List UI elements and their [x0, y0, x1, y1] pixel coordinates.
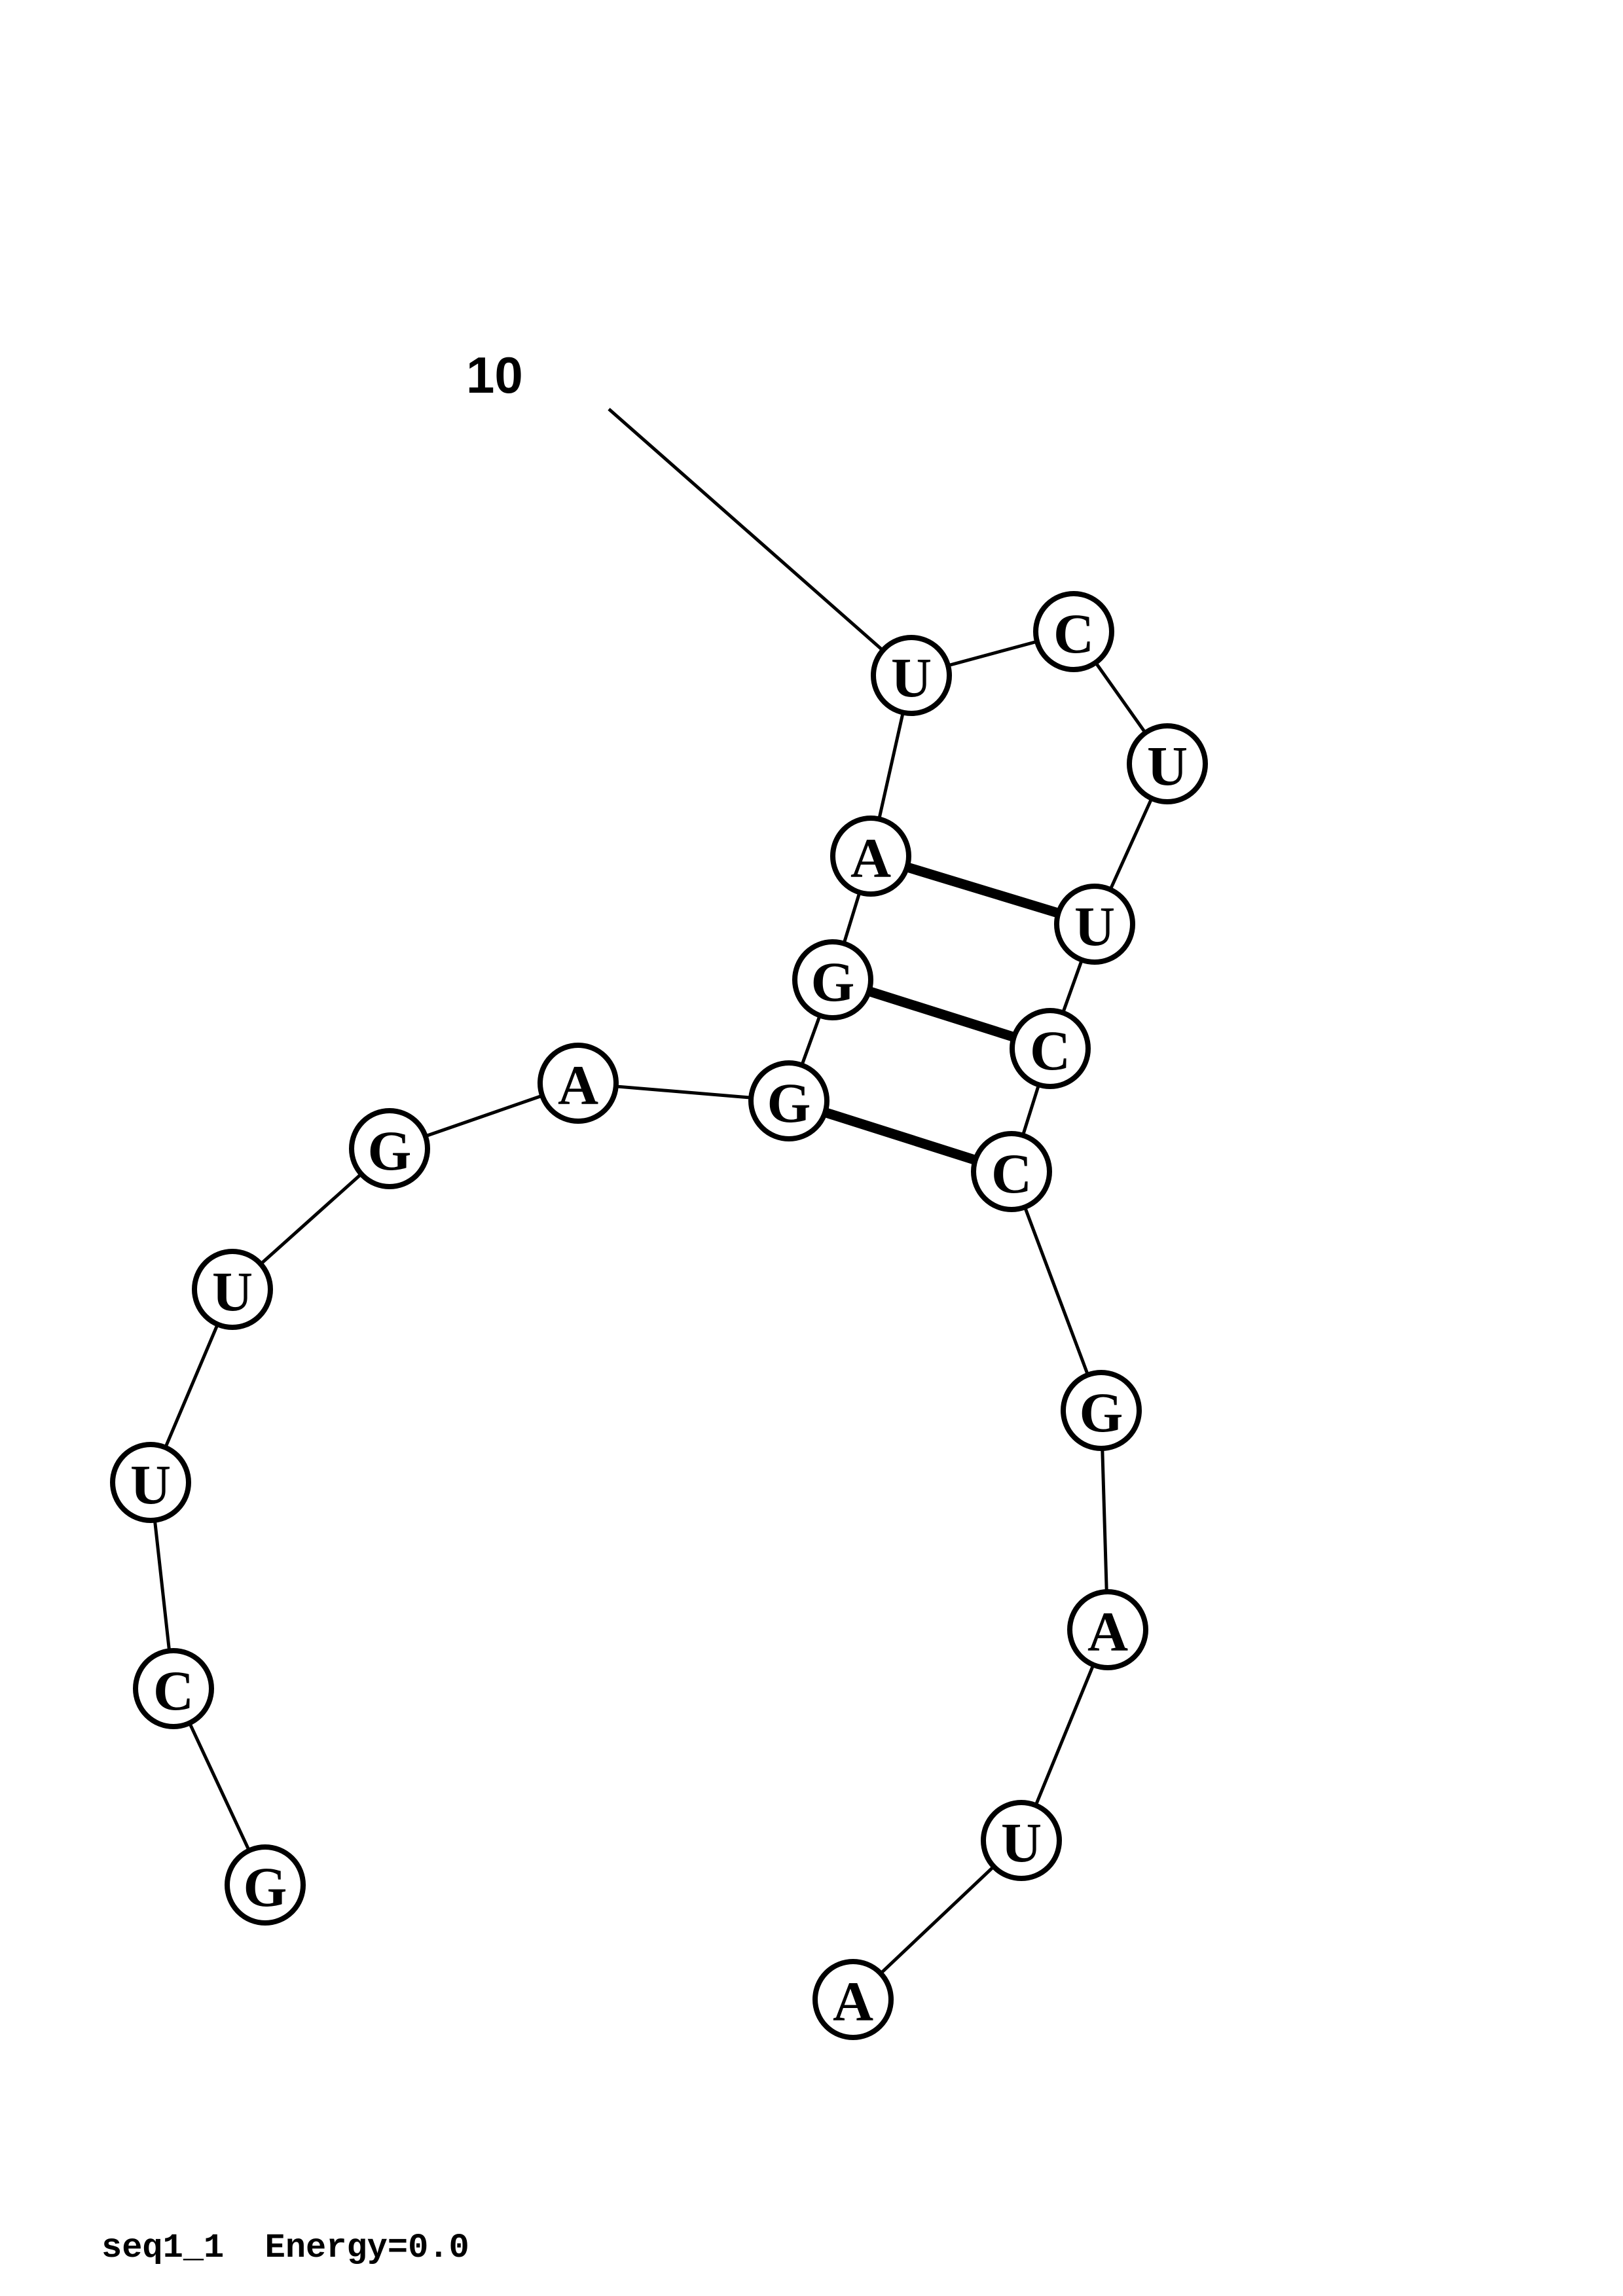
backbone-link-3-4	[163, 1322, 220, 1450]
base-node-16-G[interactable]: G	[1061, 1370, 1142, 1451]
base-node-13-U[interactable]: U	[1054, 884, 1135, 965]
base-circle-13	[1054, 884, 1135, 965]
base-letter-3: U	[130, 1453, 171, 1516]
backbone-link-17-18	[1033, 1662, 1096, 1808]
base-circle-2	[133, 1648, 214, 1729]
base-letter-12: U	[1147, 734, 1188, 797]
base-letter-1: G	[244, 1856, 287, 1918]
base-letter-2: C	[153, 1659, 194, 1722]
base-circle-10	[871, 635, 952, 716]
base-letter-16: G	[1080, 1381, 1123, 1444]
base-circle-9	[830, 816, 911, 897]
backbone-link-16-17	[1101, 1446, 1108, 1594]
base-letter-9: A	[850, 827, 891, 889]
base-node-7-G[interactable]: G	[748, 1060, 830, 1141]
backbone-link-12-13	[1108, 796, 1154, 892]
base-circle-11	[1033, 591, 1114, 672]
backbone-link-10-11	[946, 639, 1039, 668]
base-letter-6: A	[558, 1054, 598, 1117]
base-letter-8: G	[811, 950, 855, 1013]
base-node-2-C[interactable]: C	[133, 1648, 214, 1729]
base-circle-7	[748, 1060, 830, 1141]
base-letter-14: C	[1030, 1019, 1070, 1082]
base-circle-15	[971, 1131, 1052, 1212]
index-leader-layer	[608, 408, 885, 653]
base-letter-15: C	[991, 1142, 1032, 1205]
base-letter-17: A	[1087, 1600, 1128, 1663]
backbone-layer	[153, 639, 1154, 1976]
base-node-4-U[interactable]: U	[192, 1249, 273, 1330]
backbone-link-1-2	[187, 1721, 251, 1853]
base-circle-19	[812, 1959, 894, 2040]
base-circle-8	[792, 939, 873, 1020]
backbone-link-7-8	[799, 1013, 822, 1067]
base-circle-16	[1061, 1370, 1142, 1451]
structure-caption: seq1_1 Energy=0.0	[101, 2229, 469, 2267]
backbone-link-13-14	[1061, 958, 1084, 1015]
base-node-1-G[interactable]: G	[225, 1844, 306, 1926]
backbone-link-5-6	[424, 1094, 544, 1138]
index-label-10: 10	[466, 346, 523, 404]
backbone-link-15-16	[1023, 1205, 1090, 1377]
backbone-link-4-5	[259, 1172, 363, 1266]
base-letter-19: A	[833, 1970, 873, 2033]
base-letter-4: U	[212, 1260, 253, 1323]
base-circle-1	[225, 1844, 306, 1926]
backbone-link-14-15	[1021, 1083, 1041, 1138]
base-pair-layer	[821, 861, 1063, 1166]
backbone-link-6-7	[614, 1085, 753, 1100]
base-node-5-G[interactable]: G	[349, 1108, 430, 1189]
base-node-6-A[interactable]: A	[538, 1043, 619, 1124]
base-letter-5: G	[368, 1119, 412, 1182]
base-circle-4	[192, 1249, 273, 1330]
base-circle-17	[1067, 1589, 1148, 1670]
base-pair-bond-9-13	[903, 861, 1063, 919]
base-node-19-A[interactable]: A	[812, 1959, 894, 2040]
base-circle-5	[349, 1108, 430, 1189]
base-circle-18	[981, 1800, 1062, 1881]
base-letter-13: U	[1074, 895, 1115, 958]
base-node-15-C[interactable]: C	[971, 1131, 1052, 1212]
base-circle-3	[110, 1442, 191, 1523]
backbone-link-9-10	[877, 711, 905, 821]
base-node-10-U[interactable]: U	[871, 635, 952, 716]
backbone-link-2-3	[153, 1518, 172, 1653]
base-node-11-C[interactable]: C	[1033, 591, 1114, 672]
index-label-layer: 10	[466, 346, 523, 404]
base-letter-18: U	[1001, 1811, 1042, 1874]
base-circle-14	[1010, 1008, 1091, 1089]
base-letter-10: U	[891, 646, 932, 709]
base-node-3-U[interactable]: U	[110, 1442, 191, 1523]
backbone-link-11-12	[1093, 660, 1148, 735]
base-pair-bond-8-14	[865, 986, 1018, 1043]
backbone-link-18-19	[878, 1864, 996, 1976]
index-leader-line-10	[608, 408, 885, 653]
base-pair-bond-7-15	[821, 1107, 979, 1166]
base-letter-11: C	[1053, 602, 1094, 665]
base-node-8-G[interactable]: G	[792, 939, 873, 1020]
base-node-9-A[interactable]: A	[830, 816, 911, 897]
base-circle-12	[1127, 723, 1208, 804]
base-letter-7: G	[767, 1071, 811, 1134]
base-circle-6	[538, 1043, 619, 1124]
backbone-link-8-9	[842, 890, 862, 946]
base-node-14-C[interactable]: C	[1010, 1008, 1091, 1089]
base-node-18-U[interactable]: U	[981, 1800, 1062, 1881]
base-node-12-U[interactable]: U	[1127, 723, 1208, 804]
base-node-17-A[interactable]: A	[1067, 1589, 1148, 1670]
